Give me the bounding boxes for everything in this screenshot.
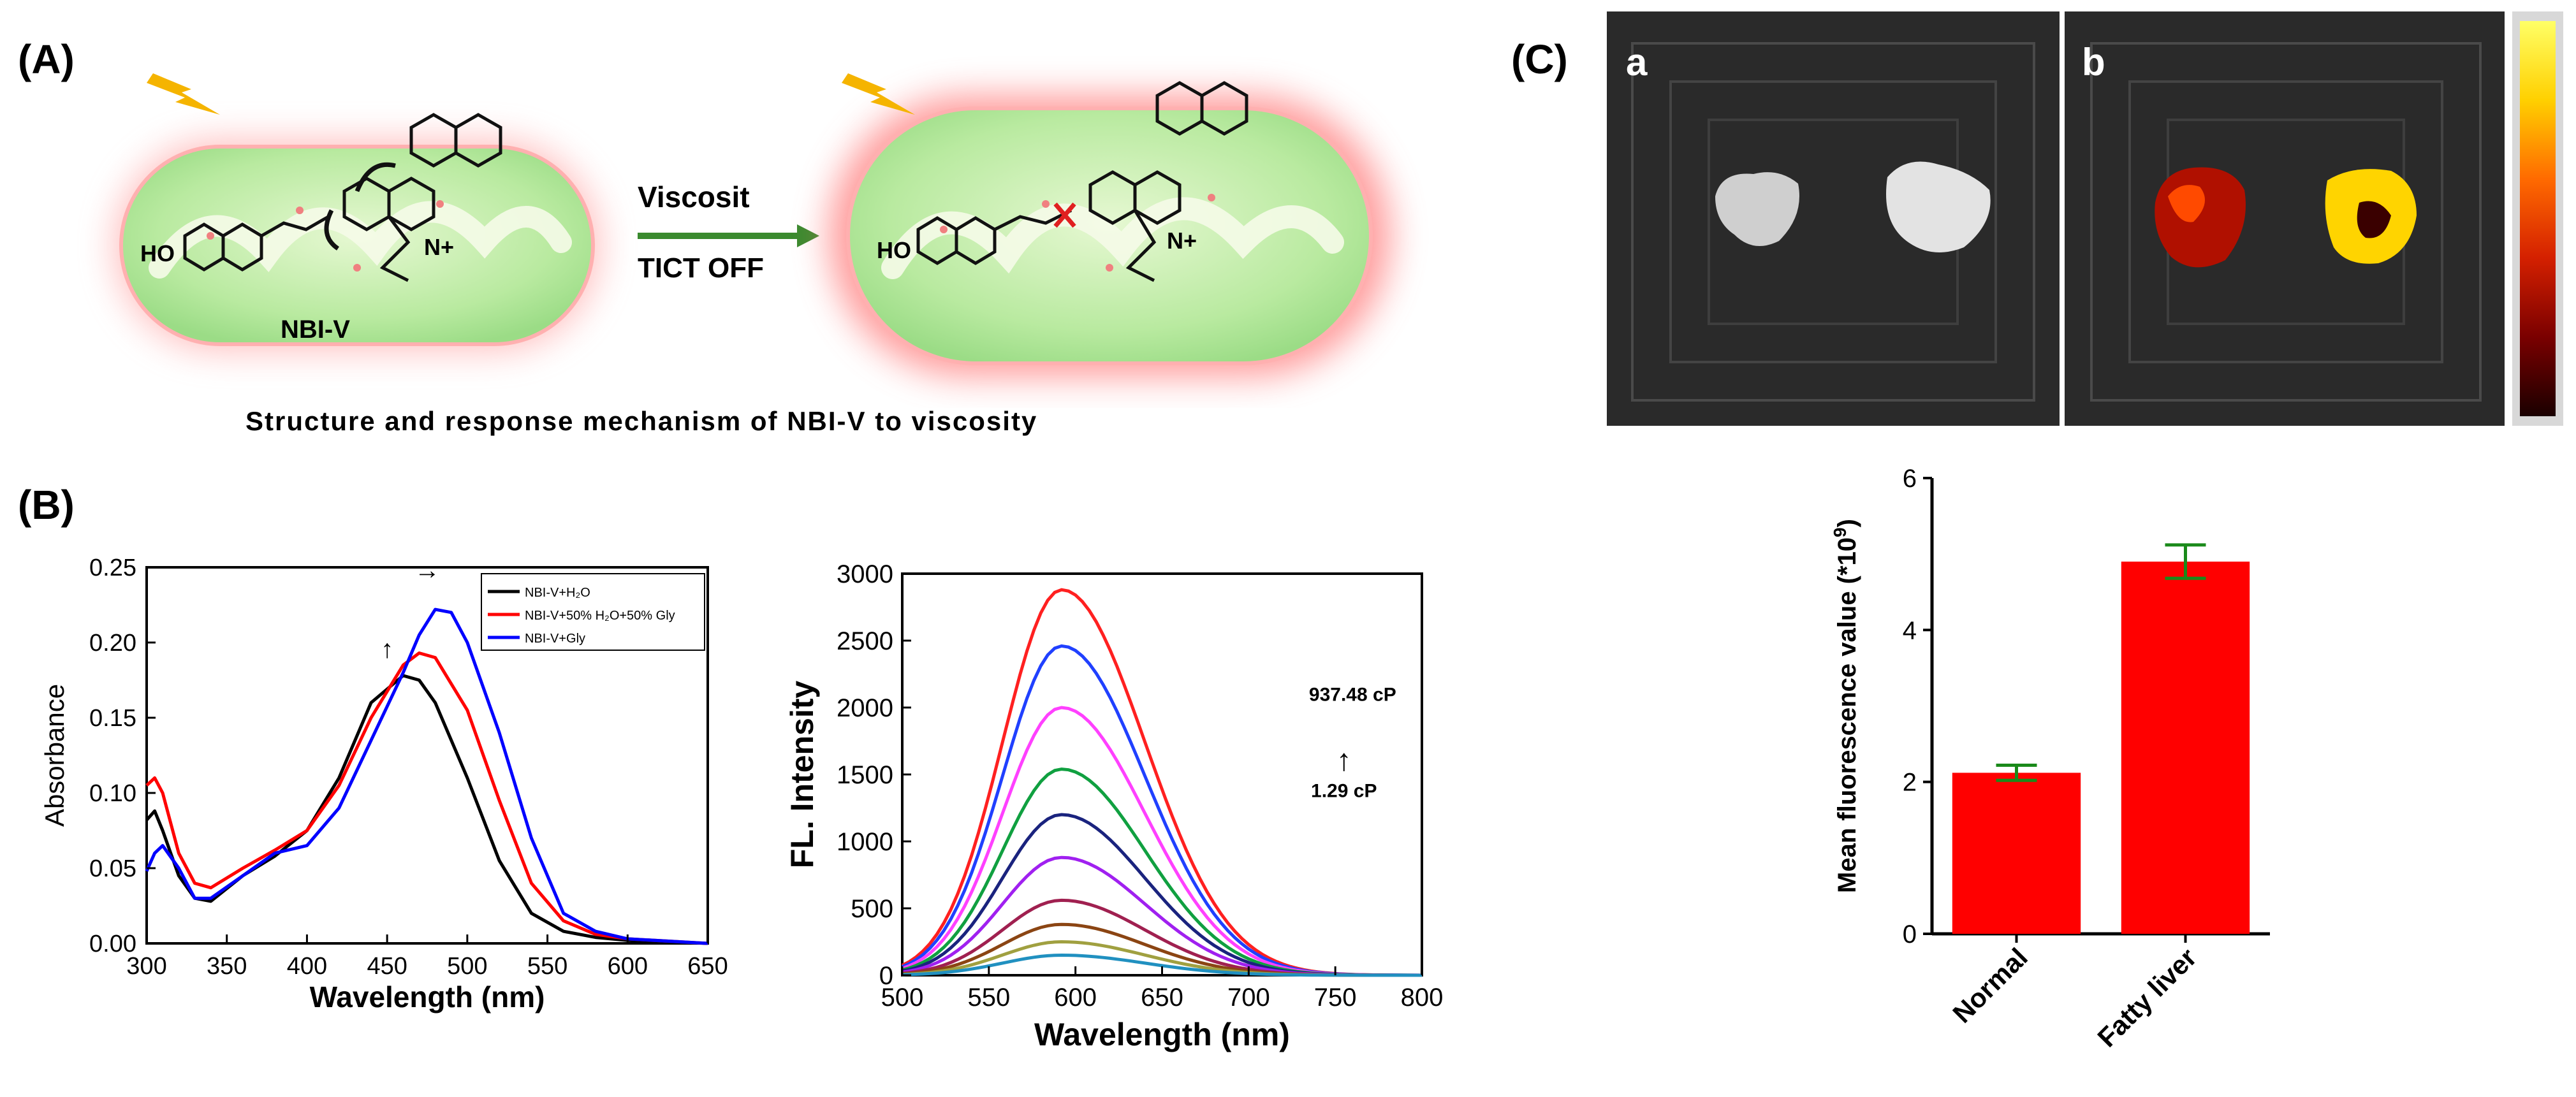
fluorescence-chart: 500 550 600 650 700 750 8000500100015002000250… xyxy=(784,560,1444,1052)
colorbar xyxy=(2520,21,2556,416)
legend-entry: NBI-V+Gly xyxy=(525,632,585,646)
bar-chart: 0 2 4 6 Normal Fatty liver Mean fluorescence … xyxy=(1830,465,2270,1053)
n-plus-label-left: N+ xyxy=(424,234,454,260)
ho-label-right: HO xyxy=(877,237,911,263)
mitochondrion-left xyxy=(115,113,599,351)
absorbance-ylabel: Absorbance xyxy=(40,684,70,827)
fluorescence-xtick-label: 800 xyxy=(1401,984,1444,1012)
absorbance-xtick-label: 350 xyxy=(207,953,247,980)
panel-b-label: (B) xyxy=(18,482,75,528)
absorbance-ytick-label: 0.20 xyxy=(89,630,136,657)
absorbance-chart: 300 350 400 450 500 550 600 650 0.00 0.05 0.10 0.15… xyxy=(40,555,728,1013)
fluorescence-ytick-label: 500 xyxy=(851,895,893,923)
arrow-bottom-label: TICT OFF xyxy=(638,252,764,284)
lightning-icon-right xyxy=(842,73,915,115)
rotation-blocked-mark xyxy=(1053,202,1076,228)
absorbance-xtick-label: 550 xyxy=(527,953,567,980)
absorbance-right-arrow: → xyxy=(414,556,440,585)
fluorescence-xtick-label: 550 xyxy=(967,984,1010,1012)
fluorescence-ytick-label: 0 xyxy=(879,962,893,990)
bar-0 xyxy=(1952,773,2081,934)
probe-name: NBI-V xyxy=(281,316,350,344)
absorbance-xtick-label: 450 xyxy=(367,953,407,980)
absorbance-ytick-label: 0.10 xyxy=(89,780,136,807)
absorbance-xtick-label: 300 xyxy=(126,953,166,980)
legend-entry: NBI-V+50% H₂O+50% Gly xyxy=(525,609,675,623)
absorbance-xlabel: Wavelength (nm) xyxy=(310,980,545,1013)
sub-a-label: a xyxy=(1626,41,1648,84)
absorbance-xtick-label: 600 xyxy=(608,953,648,980)
fluorescence-ytick-label: 1500 xyxy=(837,761,893,789)
bar-category-label: Normal xyxy=(1947,942,2033,1029)
absorbance-xtick-label: 650 xyxy=(687,953,728,980)
scheme-caption: Structure and response mechanism of NBI-… xyxy=(245,406,1038,436)
mitochondrion-right xyxy=(829,81,1390,376)
absorbance-ytick-label: 0.25 xyxy=(89,555,136,581)
fluorescence-xtick-label: 650 xyxy=(1141,984,1183,1012)
absorbance-series-2 xyxy=(145,607,708,945)
fluorescence-xtick-label: 600 xyxy=(1054,984,1097,1012)
image-a xyxy=(1607,11,2060,426)
fluorescence-ytick-label: 2500 xyxy=(837,627,893,655)
absorbance-ytick-label: 0.00 xyxy=(89,931,136,957)
bar-category-label: Fatty liver xyxy=(2091,942,2202,1053)
fluorescence-ytick-label: 1000 xyxy=(837,828,893,856)
fluorescence-xtick-label: 500 xyxy=(881,984,924,1012)
bar-ylabel: Mean fluorescence value (*109) xyxy=(1830,519,1862,893)
arrow-top-label: Viscosit xyxy=(638,180,750,214)
viscosity-high-label: 937.48 cP xyxy=(1309,685,1396,706)
bar-ytick-label: 2 xyxy=(1903,769,1917,797)
scheme-a: HO N+ NBI-V Viscosit TICT OFF HO N+ xyxy=(115,73,1390,376)
fluorescence-xlabel: Wavelength (nm) xyxy=(1034,1017,1290,1052)
fluorescence-images: a b xyxy=(1607,11,2563,426)
fluorescence-ylabel: FL. Intensity xyxy=(784,681,820,869)
fluorescence-ytick-label: 3000 xyxy=(837,560,893,588)
legend-entry: NBI-V+H₂O xyxy=(525,586,590,600)
fluorescence-ytick-label: 2000 xyxy=(837,694,893,722)
absorbance-up-arrow: ↑ xyxy=(381,636,393,664)
panel-a-label: (A) xyxy=(18,36,75,82)
bar-ytick-label: 6 xyxy=(1903,465,1917,493)
fluorescence-xtick-label: 700 xyxy=(1227,984,1270,1012)
n-plus-label-right: N+ xyxy=(1167,228,1197,254)
bar-ytick-label: 4 xyxy=(1903,616,1917,644)
absorbance-xtick-label: 500 xyxy=(447,953,487,980)
panel-c-label: (C) xyxy=(1511,36,1568,82)
absorbance-frame xyxy=(145,566,709,945)
absorbance-xtick-label: 400 xyxy=(287,953,327,980)
viscosity-arrow: ↑ xyxy=(1336,744,1352,778)
bar-ytick-label: 0 xyxy=(1903,920,1917,948)
ho-label-left: HO xyxy=(140,240,175,266)
fluorescence-xtick-label: 750 xyxy=(1314,984,1357,1012)
bar-1 xyxy=(2121,562,2250,934)
absorbance-ytick-label: 0.05 xyxy=(89,855,136,882)
viscosity-low-label: 1.29 cP xyxy=(1311,781,1377,802)
absorbance-ytick-label: 0.15 xyxy=(89,705,136,732)
lightning-icon-left xyxy=(147,73,220,115)
absorbance-series-1 xyxy=(145,651,708,945)
sub-b-label: b xyxy=(2082,41,2105,84)
absorbance-series-0 xyxy=(145,674,708,945)
